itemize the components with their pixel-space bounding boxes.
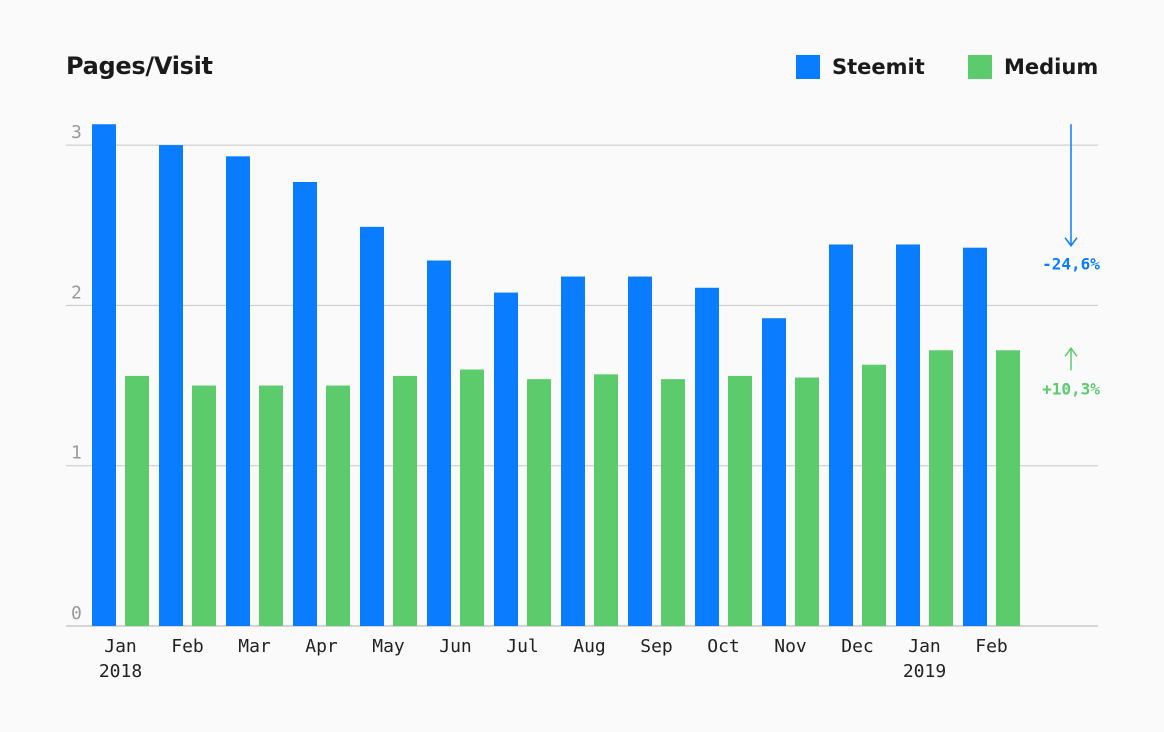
x-tick-label-6: Jun: [439, 636, 472, 657]
bar-steemit-2: [159, 145, 183, 626]
x-tick-label-12: Dec: [841, 636, 874, 657]
x-tick-label-14: Feb: [975, 636, 1008, 657]
bar-medium-7: [527, 379, 551, 626]
legend-item-steemit: Steemit: [796, 55, 925, 79]
bar-medium-9: [661, 379, 685, 626]
bar-medium-11: [795, 377, 819, 626]
arrow-head-steemit: [1064, 237, 1078, 247]
x-tick-label-7: Jul: [506, 636, 539, 657]
legend-item-medium: Medium: [968, 55, 1098, 79]
legend-swatch-steemit: [796, 55, 820, 79]
bar-steemit-7: [494, 292, 518, 626]
y-tick-label-3: 3: [71, 122, 82, 143]
legend-label-steemit: Steemit: [832, 55, 925, 79]
x-tick-label-1: Jan: [104, 636, 137, 657]
bar-steemit-4: [293, 181, 317, 626]
annotation-steemit: -24,6%: [1042, 255, 1100, 274]
bar-steemit-13: [896, 244, 920, 626]
bar-steemit-14: [963, 247, 987, 626]
x-tick-label-5: May: [372, 636, 405, 657]
bar-medium-5: [393, 375, 417, 626]
bar-medium-6: [460, 369, 484, 626]
x-tick-label-10: Oct: [707, 636, 740, 657]
x-tick-label-8: Aug: [573, 636, 606, 657]
bar-steemit-10: [695, 287, 719, 626]
x-tick-label-11: Nov: [774, 636, 807, 657]
bar-medium-3: [259, 385, 283, 626]
x-year-label-2018: 2018: [99, 661, 142, 682]
legend-swatch-medium: [968, 55, 992, 79]
x-year-label-2019: 2019: [903, 661, 946, 682]
y-tick-label-1: 1: [71, 443, 82, 464]
bar-steemit-12: [829, 244, 853, 626]
annotation-medium: +10,3%: [1042, 379, 1100, 398]
bar-medium-13: [929, 350, 953, 626]
y-tick-label-2: 2: [71, 282, 82, 303]
x-tick-label-3: Mar: [238, 636, 271, 657]
bar-steemit-11: [762, 318, 786, 626]
bar-medium-10: [728, 375, 752, 626]
y-tick-label-0: 0: [71, 603, 82, 624]
bar-steemit-5: [360, 226, 384, 626]
x-tick-label-4: Apr: [305, 636, 338, 657]
bar-steemit-8: [561, 276, 585, 626]
bar-steemit-6: [427, 260, 451, 626]
bar-medium-1: [125, 375, 149, 626]
x-tick-label-2: Feb: [171, 636, 204, 657]
x-tick-label-13: Jan: [908, 636, 941, 657]
x-tick-label-9: Sep: [640, 636, 673, 657]
bar-medium-8: [594, 374, 618, 626]
legend-label-medium: Medium: [1004, 55, 1099, 79]
bar-steemit-9: [628, 276, 652, 626]
chart-title: Pages/Visit: [66, 52, 213, 80]
bar-medium-2: [192, 385, 216, 626]
bar-medium-12: [862, 364, 886, 626]
bar-medium-4: [326, 385, 350, 626]
bar-steemit-1: [92, 124, 116, 627]
bar-medium-14: [996, 350, 1020, 626]
bar-steemit-3: [226, 156, 250, 627]
arrow-head-medium: [1064, 347, 1078, 357]
